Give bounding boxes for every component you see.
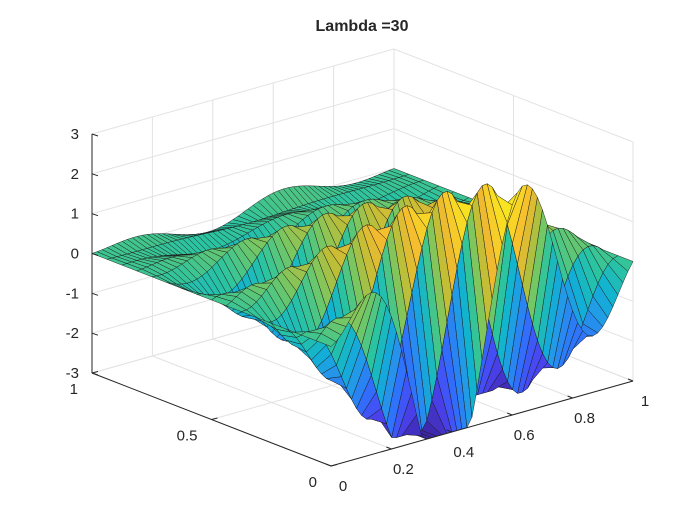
y-tick-mark [91, 371, 99, 374]
z-tick-mark [91, 292, 99, 296]
y-tick-mark [211, 417, 218, 420]
x-tick-label: 0.8 [574, 410, 595, 427]
y-tick-mark [330, 464, 338, 467]
z-tick-mark [91, 173, 99, 177]
grid-line-z [393, 128, 634, 223]
z-tick-mark [91, 253, 99, 256]
x-tick-mark [446, 429, 452, 433]
chart-title: Lambda =30 [316, 18, 409, 35]
grid-line-z [91, 48, 395, 135]
z-tick-label: 0 [71, 246, 79, 263]
axes-lines [91, 133, 634, 467]
x-tick-mark [386, 446, 392, 450]
x-tick-label: 0 [339, 478, 347, 495]
x-tick-label: 0.6 [514, 427, 535, 444]
x-axis-line [330, 380, 634, 467]
z-tick-mark [91, 133, 99, 137]
x-tick-mark [627, 378, 634, 382]
grid-line-z [91, 128, 395, 215]
y-tick-label: 0.5 [177, 428, 198, 445]
z-tick-label: 2 [71, 166, 79, 183]
grid-line-z [393, 48, 634, 143]
grid-line-z [393, 88, 634, 183]
z-tick-mark [91, 213, 99, 217]
z-tick-label: -2 [66, 325, 79, 342]
x-tick-label: 0.4 [453, 444, 474, 461]
z-tick-label: -1 [66, 285, 79, 302]
z-tick-label: -3 [66, 365, 79, 382]
surface-mesh [91, 168, 634, 440]
z-tick-mark [91, 332, 99, 336]
x-tick-label: 1 [641, 393, 649, 410]
grid-line-z [91, 88, 395, 175]
x-tick-mark [567, 395, 573, 399]
x-tick-mark [325, 463, 332, 467]
z-tick-label: 3 [71, 126, 79, 143]
x-tick-mark [507, 412, 513, 416]
z-tick-label: 1 [71, 206, 79, 223]
y-tick-label: 0 [309, 474, 317, 491]
y-tick-label: 1 [70, 381, 78, 398]
surface-patch [315, 333, 337, 347]
x-tick-label: 0.2 [393, 461, 414, 478]
z-tick-mark [91, 372, 99, 376]
